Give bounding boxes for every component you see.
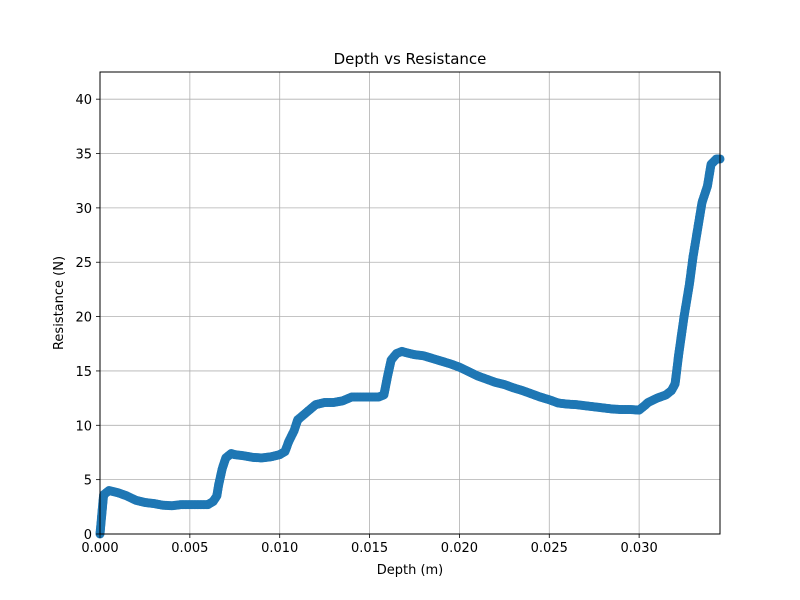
y-tick-label: 35 (75, 148, 92, 163)
grid (99, 72, 720, 535)
y-tick-label: 5 (84, 474, 92, 489)
x-axis: 0.000 0.005 0.010 0.015 0.020 0.025 0.030 (81, 534, 658, 556)
plot-frame (99, 71, 721, 535)
y-axis-label: Resistance (N) (52, 256, 67, 350)
y-tick-label: 40 (75, 93, 92, 108)
chart-title: Depth vs Resistance (334, 50, 487, 68)
x-tick-label: 0.010 (261, 541, 298, 556)
y-tick-label: 10 (75, 419, 92, 434)
y-tick-label: 0 (84, 528, 92, 543)
y-tick-label: 30 (75, 202, 92, 217)
x-tick-label: 0.030 (621, 541, 658, 556)
x-tick-label: 0.020 (441, 541, 478, 556)
x-tick-label: 0.025 (531, 541, 568, 556)
data-points (95, 154, 725, 539)
x-axis-label: Depth (m) (377, 563, 444, 578)
y-axis: 0 5 10 15 20 25 30 35 40 (75, 93, 100, 543)
y-tick-label: 25 (75, 256, 92, 271)
y-tick-label: 15 (75, 365, 92, 380)
x-tick-label: 0.005 (171, 541, 208, 556)
x-tick-label: 0.015 (351, 541, 388, 556)
x-tick-label: 0.000 (81, 541, 118, 556)
y-tick-label: 20 (75, 311, 92, 326)
